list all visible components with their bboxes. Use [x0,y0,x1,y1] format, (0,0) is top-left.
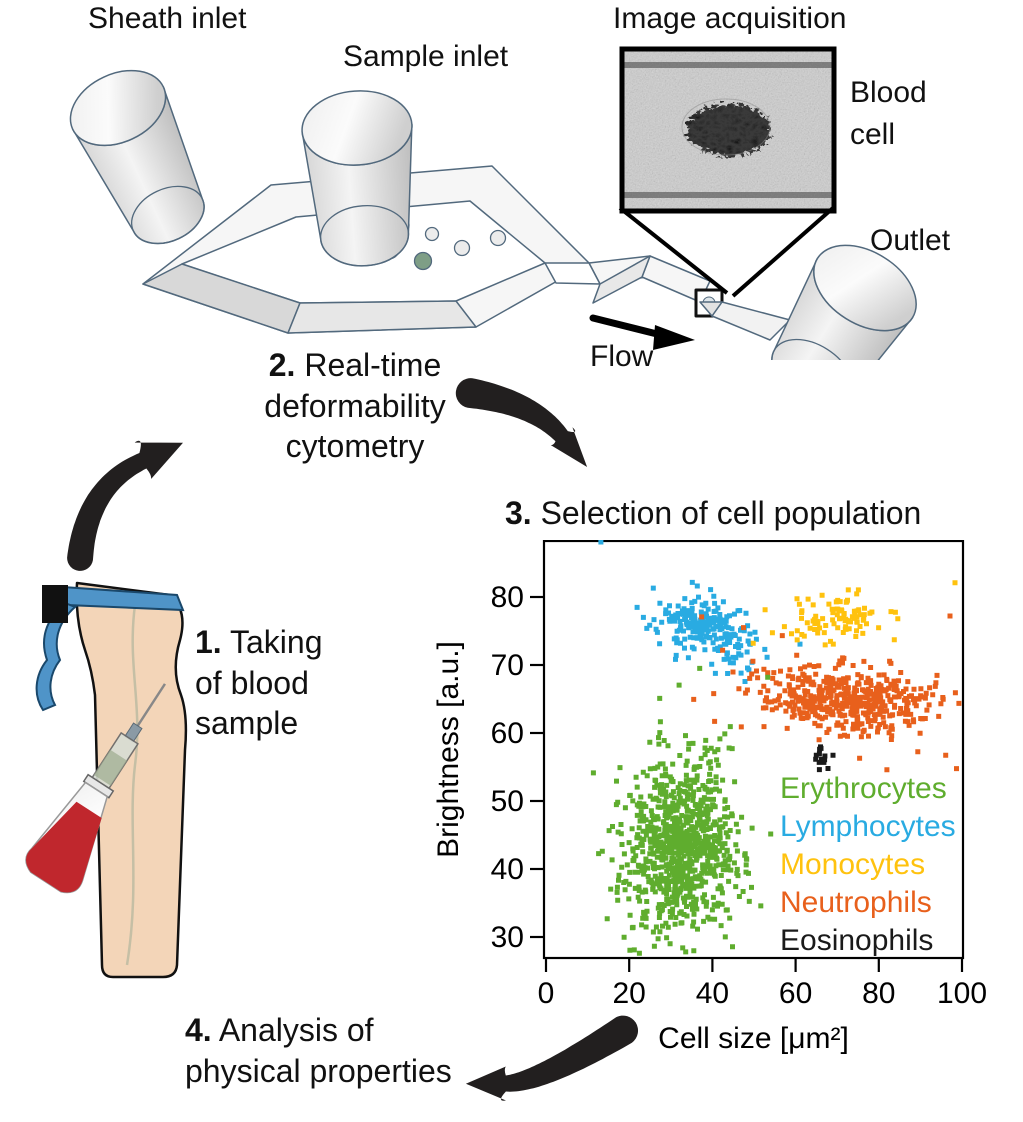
svg-text:80: 80 [491,581,524,614]
svg-text:60: 60 [779,977,812,1010]
svg-text:40: 40 [491,853,524,886]
svg-text:Eosinophils: Eosinophils [780,924,933,957]
svg-text:40: 40 [696,977,729,1010]
svg-text:50: 50 [491,785,524,818]
svg-text:30: 30 [491,921,524,954]
svg-text:60: 60 [491,717,524,750]
svg-text:0: 0 [538,977,555,1010]
svg-text:70: 70 [491,649,524,682]
svg-text:Monocytes: Monocytes [780,848,925,881]
svg-text:100: 100 [937,977,987,1010]
svg-text:Lymphocytes: Lymphocytes [780,810,956,843]
svg-text:Erythrocytes: Erythrocytes [780,772,947,805]
svg-text:Brightness [a.u.]: Brightness [a.u.] [432,641,465,858]
svg-text:80: 80 [862,977,895,1010]
svg-text:20: 20 [613,977,646,1010]
svg-text:Neutrophils: Neutrophils [780,886,932,919]
svg-text:Cell size [μm²]: Cell size [μm²] [658,1022,849,1055]
